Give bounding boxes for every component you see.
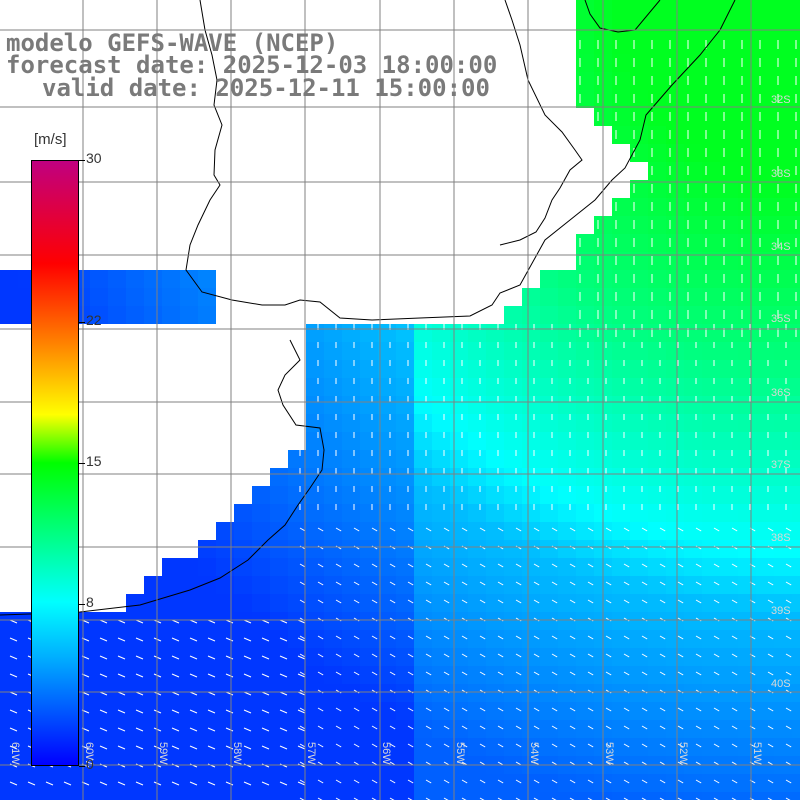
lat-label: 38S [771, 532, 791, 544]
lon-label: 57W [305, 742, 317, 765]
colorbar-unit: [m/s] [34, 131, 67, 148]
lat-label: 34S [771, 241, 791, 253]
colorbar-tick [79, 604, 85, 606]
colorbar-tick-label: 15 [86, 453, 102, 469]
lat-label: 40S [771, 678, 791, 690]
lat-label: 37S [771, 459, 791, 471]
lon-label: 58W [231, 742, 243, 765]
forecast-date: forecast date: 2025-12-03 18:00:00 [6, 51, 498, 79]
valid-date: valid date: 2025-12-11 15:00:00 [42, 74, 490, 102]
lat-label: 33S [771, 168, 791, 180]
lon-label: 54W [528, 742, 540, 765]
colorbar-tick-label: 22 [86, 311, 102, 328]
lon-label: 56W [380, 742, 392, 765]
lat-label: 35S [771, 313, 791, 325]
colorbar-tick [79, 766, 85, 767]
lon-label: 61W [9, 742, 21, 765]
latitude-labels: 32S 33S 34S 35S 36S 37S 38S 39S 40S [771, 94, 791, 690]
colorbar [31, 160, 79, 766]
colorbar-tick [79, 463, 85, 464]
longitude-labels: 61W 60W 59W 58W 57W 56W 55W 54W 53W 52W 51W [9, 742, 763, 765]
colorbar-tick-label: 30 [86, 150, 102, 166]
lon-label: 55W [454, 742, 466, 765]
colorbar-tick-label: 8 [86, 594, 94, 611]
colorbar-tick-label: 0 [86, 756, 94, 772]
lon-label: 53W [603, 742, 615, 765]
colorbar-tick [79, 321, 85, 323]
lon-label: 59W [157, 742, 169, 765]
lon-label: 52W [677, 742, 689, 765]
lon-label: 60W [83, 742, 95, 765]
lat-label: 36S [771, 387, 791, 399]
colorbar-tick [79, 160, 85, 161]
model-title: modelo GEFS-WAVE (NCEP) [6, 29, 339, 57]
lon-label: 51W [751, 742, 763, 765]
lat-label: 39S [771, 605, 791, 617]
lat-label: 32S [771, 94, 791, 106]
coastline [0, 0, 736, 616]
